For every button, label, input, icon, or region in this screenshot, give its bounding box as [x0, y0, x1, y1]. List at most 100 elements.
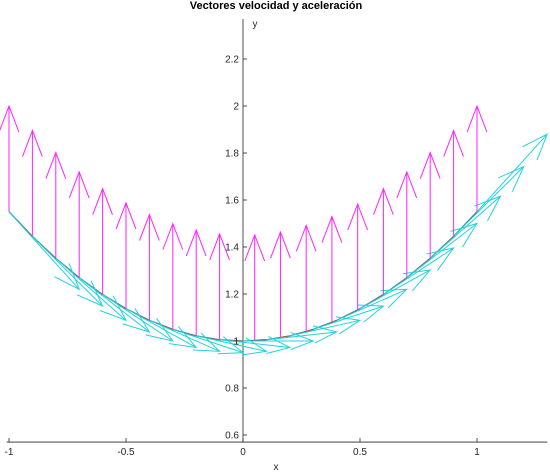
- y-tick-label: 1: [233, 337, 239, 348]
- acceleration-arrow: [162, 222, 184, 330]
- velocity-arrow-shaft: [406, 222, 478, 279]
- acceleration-arrow-head: [115, 201, 137, 230]
- acceleration-arrow-head: [347, 202, 369, 231]
- velocity-arrow-shaft: [266, 331, 337, 341]
- acceleration-arrow-head: [209, 232, 230, 261]
- acceleration-arrow-head: [162, 222, 184, 250]
- y-tick-label: 2: [233, 102, 239, 113]
- velocity-arrow-shaft: [55, 257, 127, 321]
- acceleration-arrow: [244, 233, 266, 341]
- x-tick-label: -0.5: [117, 447, 135, 458]
- velocity-arrow-shaft: [289, 319, 361, 337]
- velocity-arrow: [359, 269, 432, 310]
- velocity-arrow: [78, 277, 151, 333]
- y-tick-label: 1.8: [225, 149, 239, 160]
- tick-labels-layer: -1 -0.5 0 0.5 1 0.6 0.8 1 1.2 1.4 1.6 1.8 2 2.2: [5, 55, 481, 459]
- y-tick-label: 1.4: [225, 243, 239, 254]
- velocity-arrow: [172, 328, 245, 355]
- velocity-arrow: [266, 325, 338, 344]
- y-tick-label: 1.6: [225, 196, 239, 207]
- velocity-arrow-head: [193, 332, 221, 352]
- velocity-arrow: [149, 319, 221, 352]
- x-tick-label: -1: [5, 447, 14, 458]
- velocity-arrow-head: [335, 316, 362, 335]
- velocity-arrow-head: [290, 331, 315, 351]
- axes: [6, 19, 548, 443]
- velocity-arrow-head: [522, 133, 549, 161]
- velocity-arrow: [219, 335, 292, 355]
- velocity-arrow-shaft: [453, 166, 525, 237]
- velocity-arrow-head: [498, 165, 525, 193]
- velocity-arrow: [243, 331, 315, 351]
- acceleration-arrow-head: [396, 170, 418, 199]
- x-axis-label: x: [274, 462, 279, 472]
- velocity-arrow-shaft: [383, 247, 454, 295]
- acceleration-arrow: [139, 213, 160, 321]
- velocity-arrow-shaft: [78, 277, 150, 333]
- acceleration-vectors-layer: [0, 104, 488, 341]
- velocity-arrow-shaft: [336, 288, 408, 321]
- acceleration-arrow-head: [373, 187, 394, 215]
- velocity-arrow-shaft: [125, 308, 197, 348]
- velocity-arrow-shaft: [32, 235, 103, 307]
- acceleration-arrow: [396, 170, 418, 278]
- velocity-arrow: [55, 257, 128, 322]
- acceleration-arrow-head: [92, 187, 113, 215]
- velocity-arrow-head: [266, 335, 292, 355]
- velocity-arrow-shaft: [476, 133, 548, 213]
- velocity-arrow-shaft: [359, 269, 431, 310]
- acceleration-arrow: [373, 187, 394, 295]
- y-tick-label: 1.2: [225, 290, 239, 301]
- velocity-arrow-head: [76, 280, 104, 308]
- velocity-arrow-head: [380, 288, 409, 309]
- velocity-arrow: [383, 247, 455, 295]
- velocity-arrow-head: [241, 337, 268, 356]
- acceleration-arrow: [45, 151, 67, 259]
- acceleration-arrow-head: [185, 228, 207, 257]
- acceleration-arrow-head: [466, 104, 488, 133]
- acceleration-arrow: [0, 104, 20, 212]
- velocity-arrow: [406, 222, 479, 279]
- acceleration-arrow: [270, 230, 291, 338]
- velocity-arrow-head: [474, 195, 502, 222]
- acceleration-arrow-head: [0, 104, 20, 133]
- velocity-vectors-layer: [8, 133, 549, 356]
- velocity-arrow-shaft: [196, 335, 267, 352]
- velocity-arrow-shaft: [8, 211, 80, 290]
- velocity-arrow: [32, 235, 104, 308]
- x-tick-label: 1: [474, 447, 480, 458]
- acceleration-arrow: [68, 170, 90, 278]
- velocity-arrow-head: [54, 263, 81, 291]
- acceleration-arrow-head: [321, 215, 343, 243]
- acceleration-arrow: [115, 201, 137, 309]
- acceleration-arrow-head: [139, 213, 160, 241]
- velocity-arrow-shaft: [219, 339, 290, 348]
- acceleration-arrow: [295, 223, 317, 332]
- velocity-arrow-head: [402, 269, 432, 292]
- velocity-arrow-head: [450, 222, 479, 248]
- velocity-arrow: [453, 165, 525, 237]
- acceleration-arrow: [22, 129, 43, 237]
- y-tick-label: 2.2: [225, 55, 239, 66]
- acceleration-arrow: [419, 151, 441, 259]
- velocity-arrow-shaft: [429, 195, 501, 259]
- y-tick-label: 0.8: [225, 384, 239, 395]
- y-axis-label: y: [253, 19, 258, 30]
- acceleration-arrow: [209, 232, 230, 340]
- velocity-arrow-shaft: [313, 305, 384, 330]
- y-tick-label: 0.6: [225, 431, 239, 442]
- velocity-arrow: [313, 304, 385, 330]
- acceleration-arrow-head: [45, 151, 67, 179]
- velocity-arrow: [196, 335, 268, 356]
- acceleration-arrow: [347, 202, 369, 310]
- acceleration-arrow-head: [443, 129, 464, 157]
- velocity-arrow-head: [426, 247, 455, 271]
- x-tick-label: 0.5: [353, 447, 367, 458]
- velocity-arrow-shaft: [102, 294, 174, 342]
- velocity-arrow: [8, 211, 81, 291]
- velocity-arrow: [289, 316, 362, 337]
- acceleration-arrow: [92, 187, 113, 295]
- velocity-arrow: [429, 195, 502, 259]
- acceleration-arrow-head: [244, 233, 266, 262]
